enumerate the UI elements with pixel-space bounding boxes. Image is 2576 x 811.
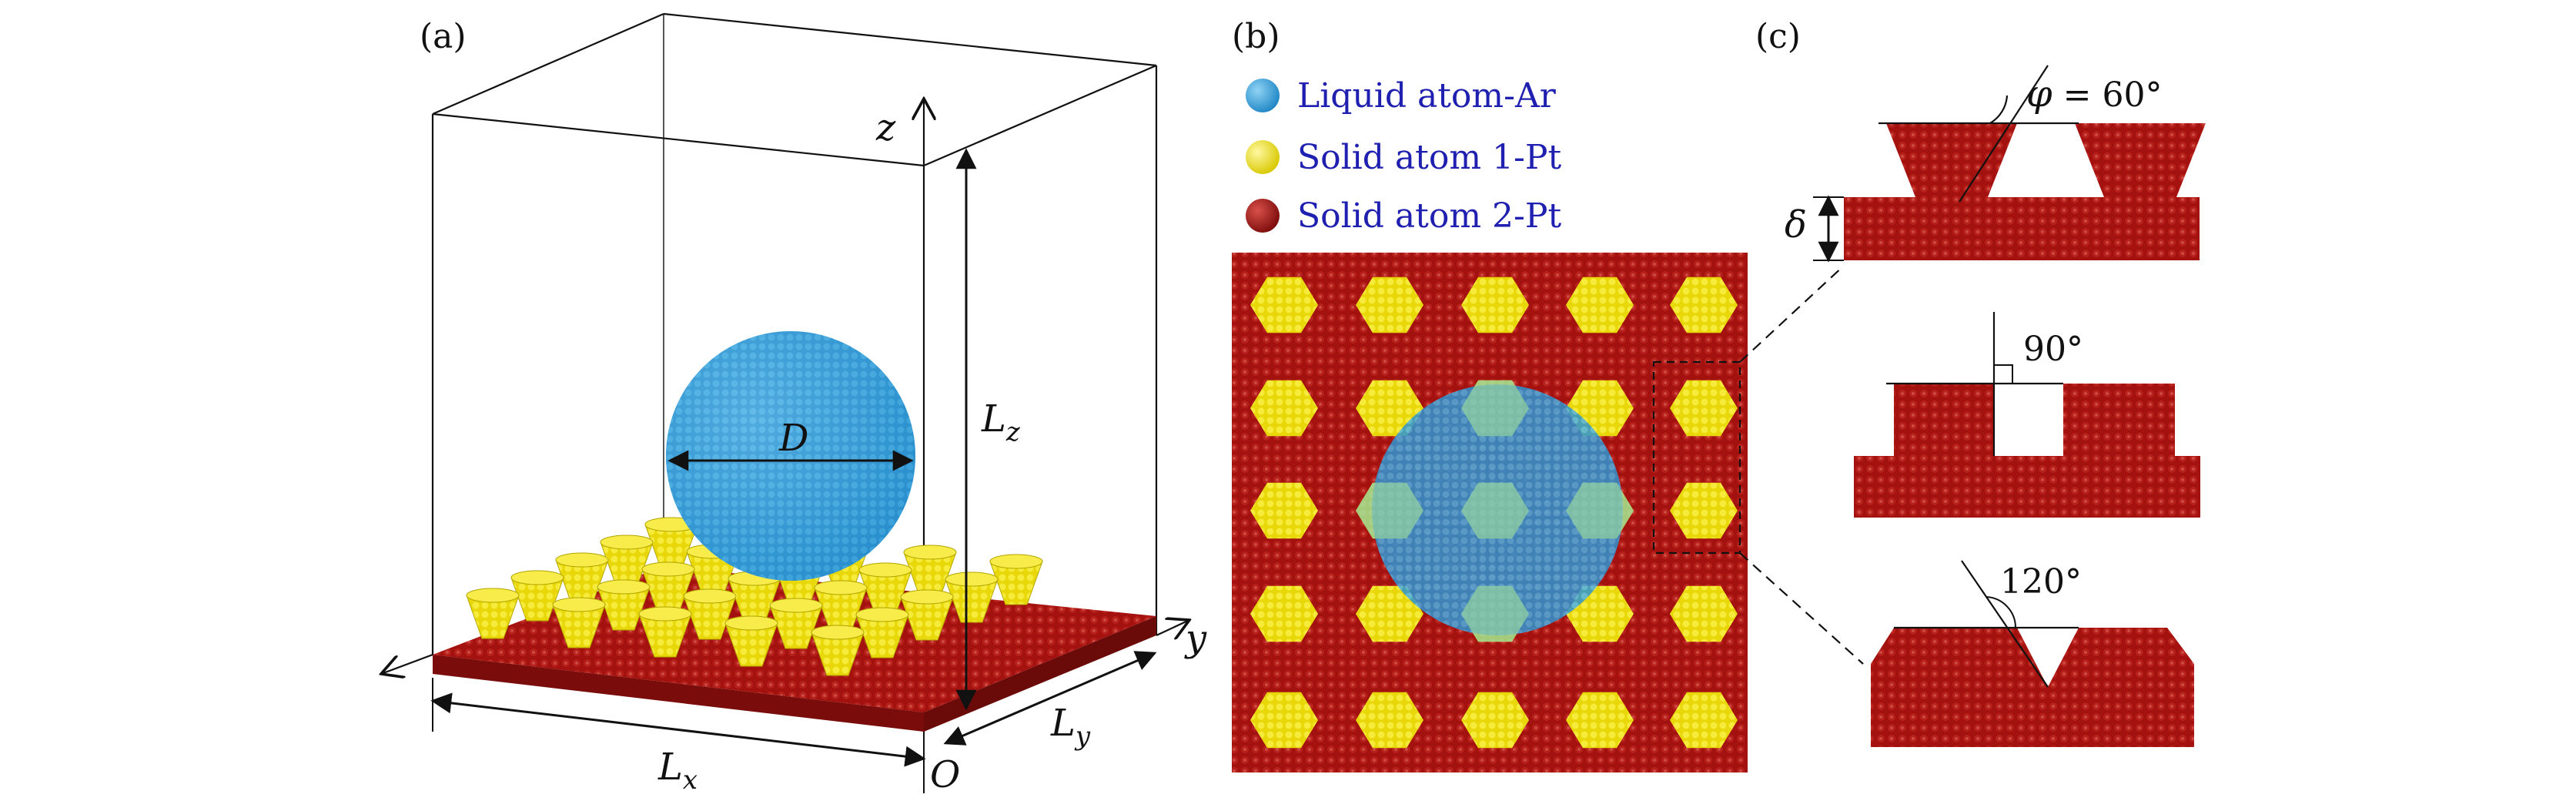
- pillar-top: [638, 606, 692, 622]
- pillar-top: [814, 580, 868, 595]
- pillar-top: [855, 607, 909, 622]
- liquid-swatch: [1246, 79, 1280, 112]
- pillar-hex: [1461, 482, 1529, 539]
- pillar-top: [600, 535, 654, 550]
- y-axis: [1156, 620, 1189, 635]
- pillar-hex: [1250, 276, 1318, 333]
- pillar-hex: [1566, 482, 1634, 539]
- pillar-90-left: [1894, 384, 1994, 456]
- pillar-top: [641, 561, 695, 577]
- lx-label: Lx: [657, 746, 698, 796]
- legend-item-solid1: Solid atom 1-Pt: [1246, 138, 1562, 177]
- profile-90: 90°: [1854, 312, 2200, 518]
- pillar-hex: [1250, 692, 1318, 749]
- delta-label: δ: [1785, 203, 1807, 246]
- solid2-swatch: [1246, 199, 1280, 233]
- pillar-top: [769, 598, 823, 613]
- selection-box: [1652, 360, 1741, 555]
- legend-item-liquid: Liquid atom-Ar: [1246, 76, 1557, 116]
- zoom-line-bottom: [1739, 552, 1864, 665]
- pillar-hex: [1356, 276, 1423, 333]
- pillar-hex: [1250, 585, 1318, 642]
- pillar-top: [724, 615, 778, 631]
- legend: Liquid atom-Ar Solid atom 1-Pt Solid ato…: [1246, 76, 1562, 236]
- pillar-top: [900, 589, 954, 605]
- pillar-top: [466, 588, 520, 603]
- legend-liquid-label: Liquid atom-Ar: [1297, 76, 1557, 116]
- pillar-hex: [1670, 692, 1738, 749]
- pillar-top: [945, 571, 999, 587]
- diameter-label: D: [778, 417, 808, 460]
- pillar-hex: [1250, 482, 1318, 539]
- pillar-top: [510, 570, 564, 585]
- legend-solid1-label: Solid atom 1-Pt: [1297, 138, 1562, 177]
- legend-solid2-label: Solid atom 2-Pt: [1297, 196, 1562, 236]
- angle-90-label: 90°: [2023, 330, 2083, 369]
- pillar-top: [683, 588, 737, 604]
- pillar-hex: [1461, 692, 1529, 749]
- pillar-hex: [1356, 585, 1423, 642]
- pillar-hex: [1356, 692, 1423, 749]
- ly-label: Ly: [1050, 702, 1091, 752]
- simulation-box: [431, 12, 1158, 732]
- pillar-top: [989, 554, 1043, 569]
- solid1-swatch: [1246, 140, 1280, 174]
- pillar-hex: [1356, 380, 1423, 437]
- pillar-array: [466, 517, 1043, 676]
- pillar-60-right: [2075, 123, 2206, 197]
- pillar-hex: [1670, 482, 1738, 539]
- legend-item-solid2: Solid atom 2-Pt: [1246, 196, 1562, 236]
- pillar-hex: [1461, 585, 1529, 642]
- pillar-top: [552, 597, 606, 612]
- pillar-hex: [1250, 380, 1318, 437]
- angle-60-label: φ = 60°: [2026, 72, 2162, 116]
- ly-arrow: [943, 651, 1157, 746]
- origin-label: O: [930, 753, 960, 796]
- lx-arrow: [430, 692, 926, 767]
- profile-120: 120°: [1871, 560, 2194, 747]
- angle-120-label: 120°: [2000, 562, 2082, 602]
- panel-a-label: (a): [420, 17, 467, 56]
- pillar-hex: [1670, 276, 1738, 333]
- pillar-top: [597, 579, 651, 595]
- pillar-hex: [1356, 482, 1423, 539]
- z-axis-label: z: [875, 106, 896, 149]
- x-axis: [381, 653, 433, 674]
- pillar-90-right: [2063, 384, 2175, 456]
- pillar-hex: [1670, 380, 1738, 437]
- pillar-hex: [1670, 585, 1738, 642]
- profile-60: φ = 60° δ: [1785, 65, 2206, 263]
- zoom-line-top: [1739, 265, 1845, 363]
- panel-a: (a) D z Lz: [381, 12, 1207, 796]
- pillar-hex: [1461, 276, 1529, 333]
- panel-b-label: (b): [1232, 17, 1280, 56]
- pillar-hex: [1461, 380, 1529, 437]
- pillar-top: [811, 625, 865, 640]
- panel-b: (b) Liquid atom-Ar Solid atom 1-Pt Solid…: [1232, 17, 1864, 772]
- pillar-hex: [1566, 692, 1634, 749]
- y-axis-label: y: [1184, 617, 1207, 660]
- pillar-top: [858, 562, 912, 578]
- panel-c: (c) φ = 60° δ 90°: [1755, 17, 2206, 747]
- pillar-hex: [1566, 276, 1634, 333]
- pillar-60-left: [1886, 123, 2017, 197]
- panel-c-label: (c): [1755, 17, 1801, 56]
- lz-label: Lz: [981, 397, 1021, 447]
- pillar-top: [903, 545, 957, 560]
- pillar-top: [555, 552, 609, 568]
